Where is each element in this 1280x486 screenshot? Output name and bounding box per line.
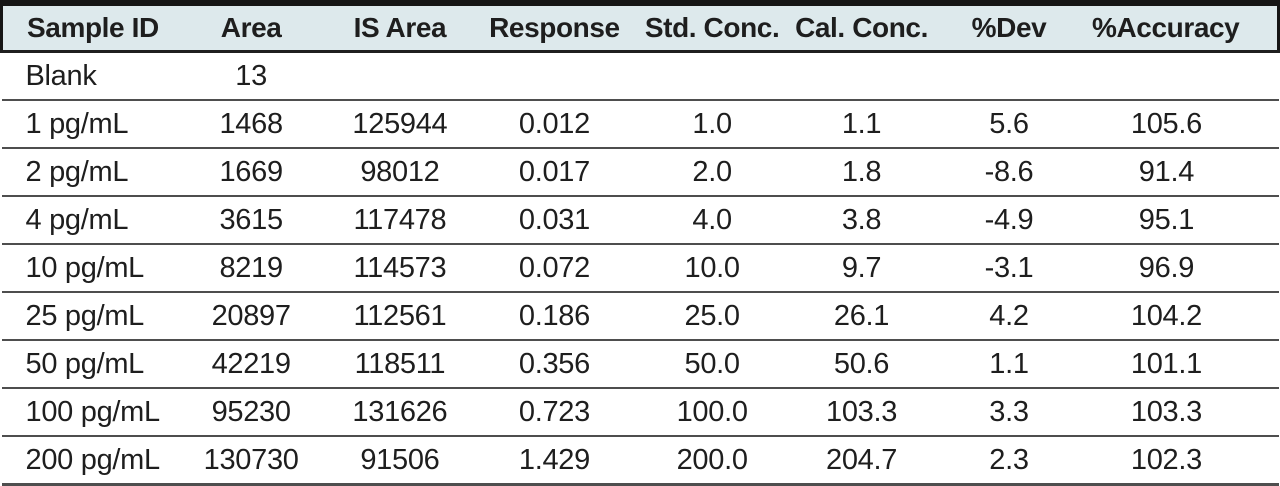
cell: 13	[176, 51, 326, 101]
cell	[1084, 51, 1279, 101]
cell: 95.1	[1084, 196, 1279, 245]
cell: 4.0	[634, 196, 790, 245]
cell	[789, 51, 934, 101]
cell: 1.0	[634, 100, 790, 149]
cell: 3.8	[789, 196, 934, 245]
cell: 1.429	[473, 436, 635, 486]
table-row: 1 pg/mL 1468 125944 0.012 1.0 1.1 5.6 105.6	[1, 100, 1279, 149]
cell: 204.7	[789, 436, 934, 486]
cell: 0.723	[473, 388, 635, 437]
cell: 100.0	[634, 388, 790, 437]
cell: 118511	[325, 340, 474, 389]
cell: 25 pg/mL	[1, 292, 177, 341]
cell: 200 pg/mL	[1, 436, 177, 486]
cell: 112561	[325, 292, 474, 341]
column-header-area: Area	[176, 0, 326, 53]
cell: 42219	[176, 340, 326, 389]
cell: 200.0	[634, 436, 790, 486]
cell	[473, 51, 635, 101]
header-row: Sample ID Area IS Area Response Std. Conc. Ca…	[0, 0, 1280, 53]
cell: 102.3	[1084, 436, 1279, 486]
table-row: 50 pg/mL 42219 118511 0.356 50.0 50.6 1.1 101.1	[1, 340, 1279, 389]
cell: 20897	[176, 292, 326, 341]
cell: 10.0	[634, 244, 790, 293]
table-row: 2 pg/mL 1669 98012 0.017 2.0 1.8 -8.6 91.4	[1, 148, 1279, 197]
cell	[634, 51, 790, 101]
cell: 2.0	[634, 148, 790, 197]
column-header-cal-conc: Cal. Conc.	[789, 0, 934, 53]
cell: 0.072	[473, 244, 635, 293]
cell: 2.3	[933, 436, 1085, 486]
cell: 103.3	[1084, 388, 1279, 437]
cell: 0.356	[473, 340, 635, 389]
cell: 1.1	[789, 100, 934, 149]
table-row: 4 pg/mL 3615 117478 0.031 4.0 3.8 -4.9 95.1	[1, 196, 1279, 245]
cell: 91.4	[1084, 148, 1279, 197]
cell: 1669	[176, 148, 326, 197]
cell: 8219	[176, 244, 326, 293]
cell: 9.7	[789, 244, 934, 293]
cell: 91506	[325, 436, 474, 486]
table-row: 25 pg/mL 20897 112561 0.186 25.0 26.1 4.2 104.2	[1, 292, 1279, 341]
table-row: 100 pg/mL 95230 131626 0.723 100.0 103.3 3.3 10…	[1, 388, 1279, 437]
cell: 0.012	[473, 100, 635, 149]
cell: -4.9	[933, 196, 1085, 245]
cell: 1.8	[789, 148, 934, 197]
column-header-is-area: IS Area	[325, 0, 474, 53]
cell: -8.6	[933, 148, 1085, 197]
cell: 1468	[176, 100, 326, 149]
cell: Blank	[1, 51, 177, 101]
table-row: 200 pg/mL 130730 91506 1.429 200.0 204.7 2.3 10…	[1, 436, 1279, 486]
cell: 1.1	[933, 340, 1085, 389]
cell: 95230	[176, 388, 326, 437]
cell: 5.6	[933, 100, 1085, 149]
table-body: Blank 13 1 pg/mL 1468 125944 0.012 1.0 1.1 5.6 10…	[1, 51, 1279, 486]
cell: 1 pg/mL	[1, 100, 177, 149]
cell: 50 pg/mL	[1, 340, 177, 389]
cell	[933, 51, 1085, 101]
cell: 125944	[325, 100, 474, 149]
cell: 0.186	[473, 292, 635, 341]
cell: 103.3	[789, 388, 934, 437]
cell: 50.6	[789, 340, 934, 389]
cell: 2 pg/mL	[1, 148, 177, 197]
cell: -3.1	[933, 244, 1085, 293]
column-header-std-conc: Std. Conc.	[634, 0, 790, 53]
cell: 131626	[325, 388, 474, 437]
column-header-response: Response	[473, 0, 635, 53]
column-header-accuracy: %Accuracy	[1084, 0, 1280, 53]
cell: 114573	[325, 244, 474, 293]
cell: 3615	[176, 196, 326, 245]
cell: 101.1	[1084, 340, 1279, 389]
cell: 26.1	[789, 292, 934, 341]
cell: 98012	[325, 148, 474, 197]
cell: 0.031	[473, 196, 635, 245]
cell: 105.6	[1084, 100, 1279, 149]
cell: 4 pg/mL	[1, 196, 177, 245]
cell: 130730	[176, 436, 326, 486]
cell: 100 pg/mL	[1, 388, 177, 437]
cell: 25.0	[634, 292, 790, 341]
column-header-sample-id: Sample ID	[0, 0, 177, 53]
cell: 96.9	[1084, 244, 1279, 293]
table-row: 10 pg/mL 8219 114573 0.072 10.0 9.7 -3.1 96.9	[1, 244, 1279, 293]
cell: 50.0	[634, 340, 790, 389]
cell: 117478	[325, 196, 474, 245]
cell: 104.2	[1084, 292, 1279, 341]
cell: 4.2	[933, 292, 1085, 341]
cell: 3.3	[933, 388, 1085, 437]
column-header-dev: %Dev	[933, 0, 1085, 53]
table-row: Blank 13	[1, 51, 1279, 101]
cell: 10 pg/mL	[1, 244, 177, 293]
cell: 0.017	[473, 148, 635, 197]
cell	[325, 51, 474, 101]
